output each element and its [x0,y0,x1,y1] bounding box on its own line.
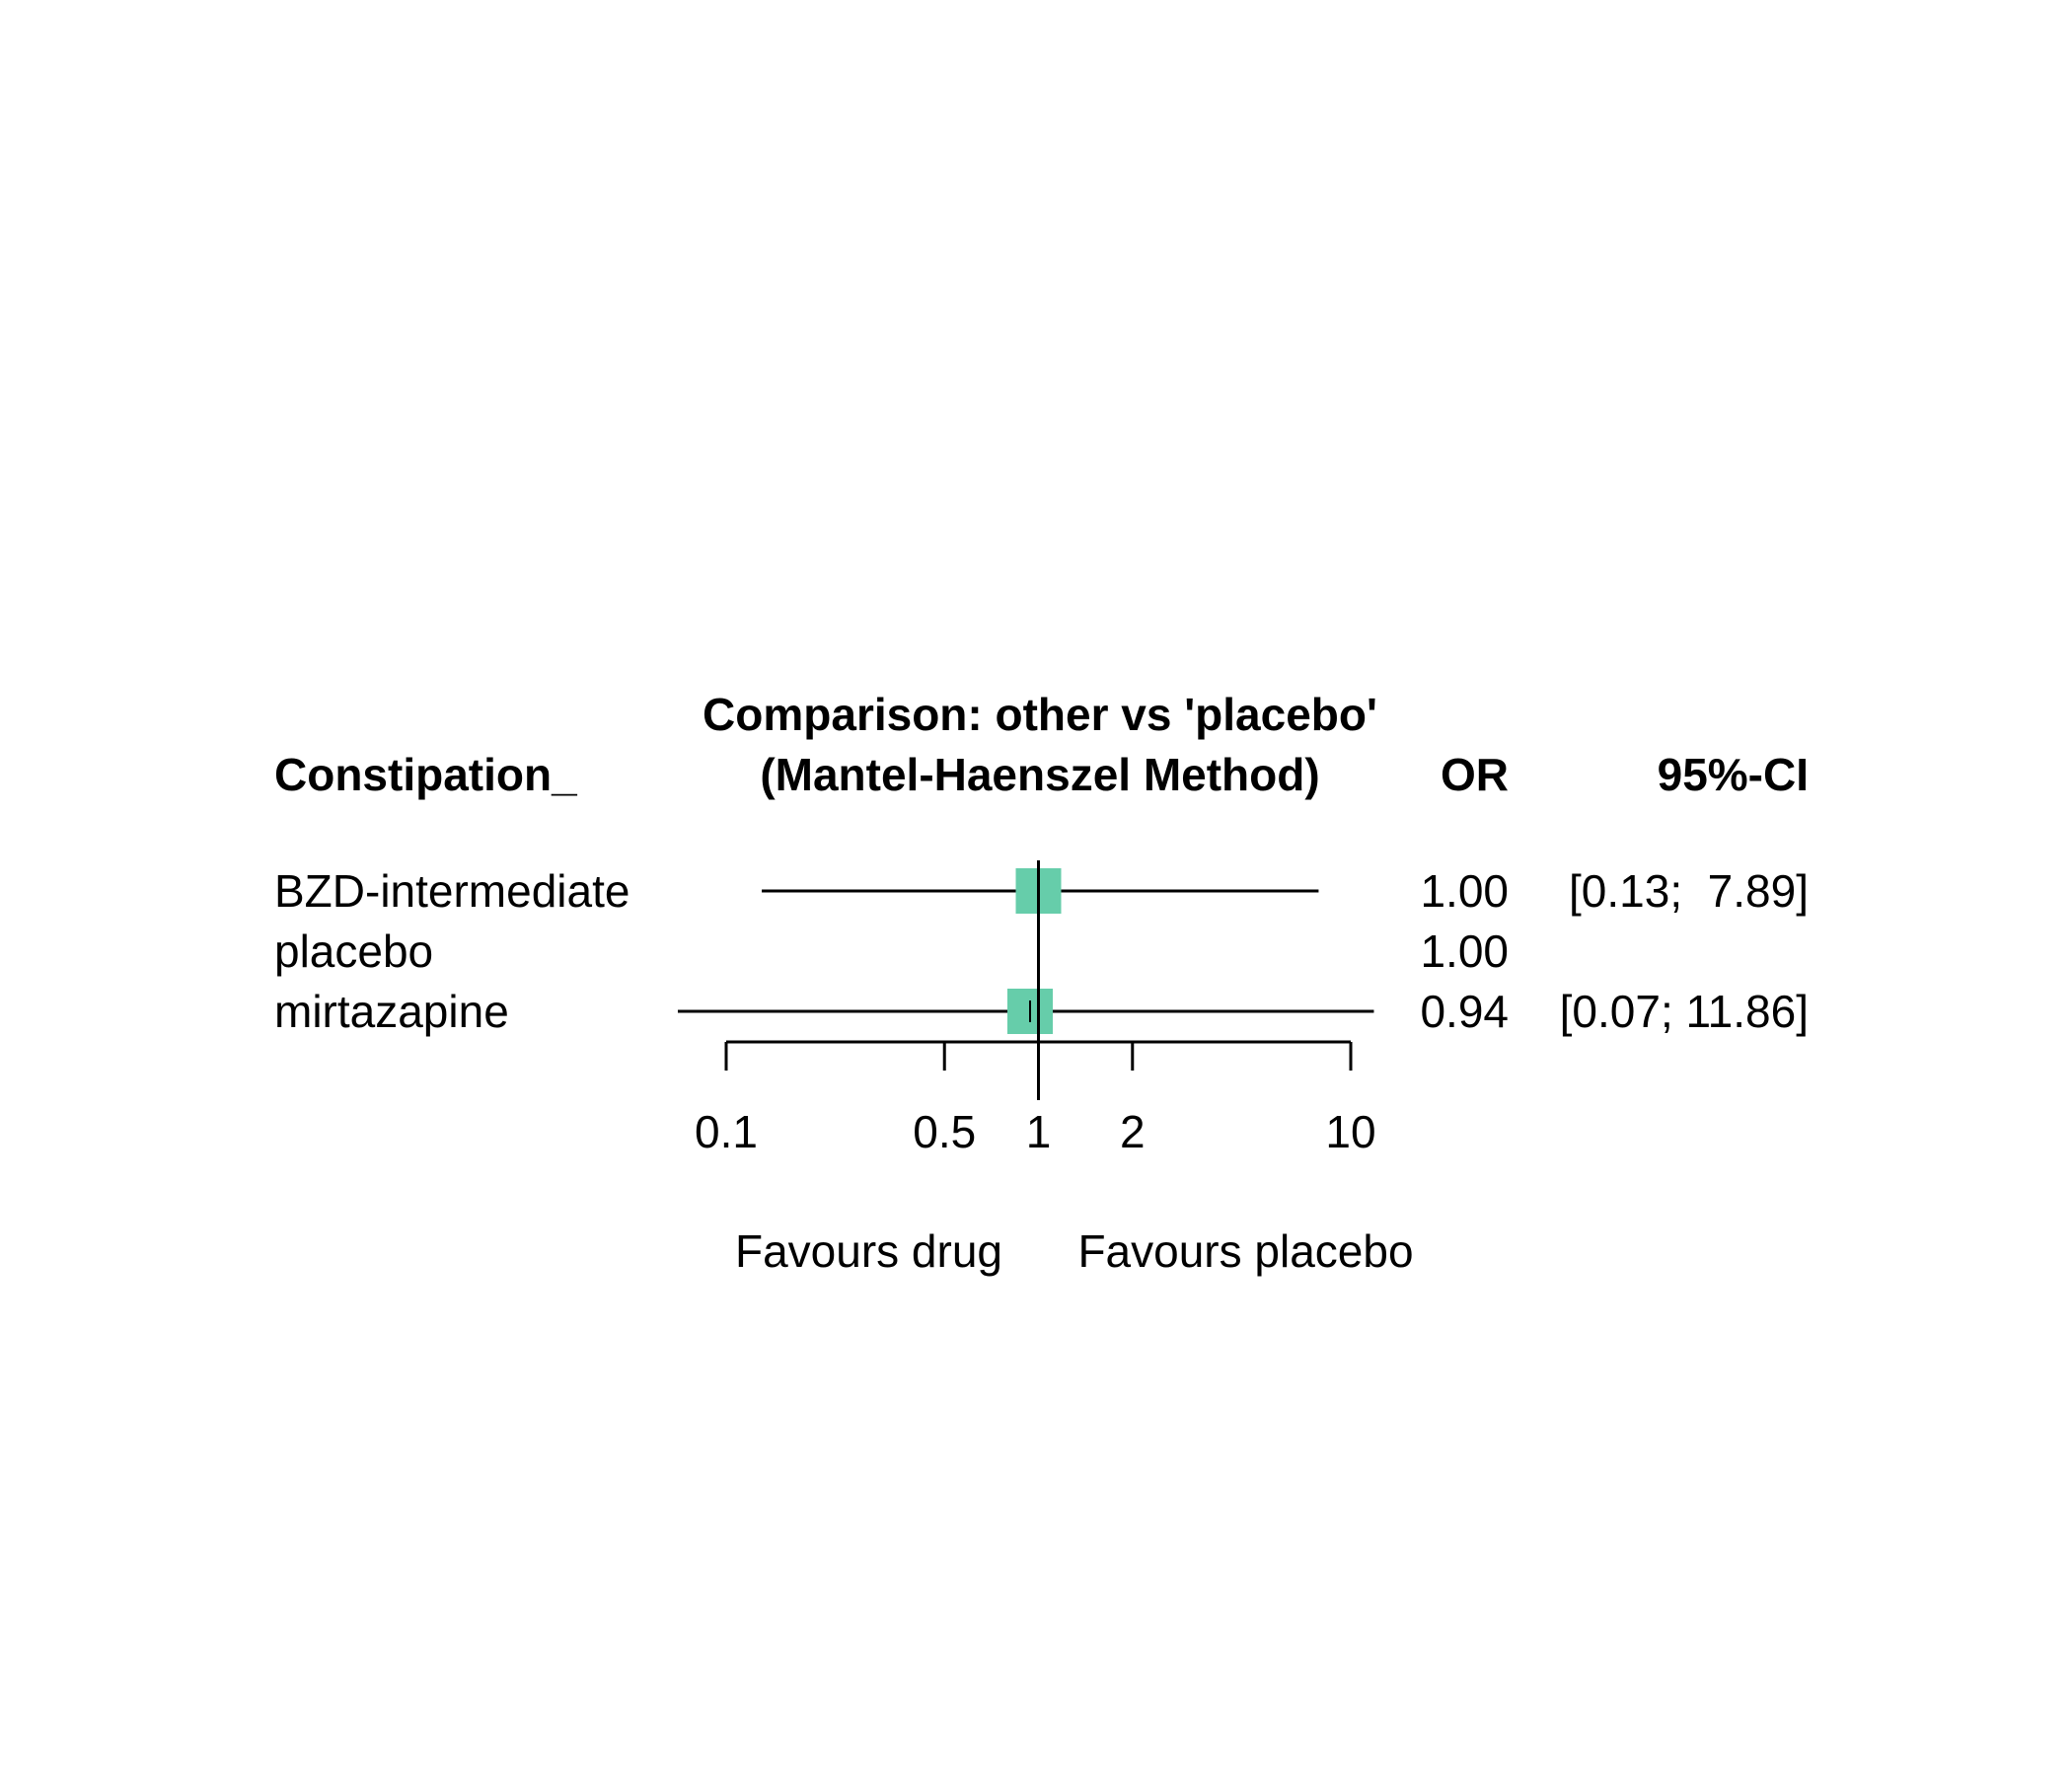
or-value: 1.00 [1420,865,1509,917]
study-label: BZD-intermediate [274,865,629,917]
x-tick-label: 2 [1120,1106,1146,1157]
or-value: 0.94 [1420,986,1509,1037]
ci-value: [0.07; 11.86] [1560,986,1809,1037]
study-row: mirtazapine 0.94 [0.07; 11.86] [274,986,1809,1037]
x-tick-label: 0.1 [695,1106,758,1157]
x-tick-label: 1 [1026,1106,1052,1157]
study-row: BZD-intermediate 1.00 [0.13; 7.89] [274,865,1809,917]
column-header-or: OR [1441,749,1509,800]
or-value: 1.00 [1420,925,1509,977]
study-row: placebo 1.00 [274,925,1509,977]
study-rows: BZD-intermediate 1.00 [0.13; 7.89] placebo 1… [274,865,1809,1037]
ci-value: [0.13; 7.89] [1569,865,1809,917]
x-axis: 0.1 0.5 1 2 10 [695,860,1376,1157]
favours-right-label: Favours placebo [1077,1225,1413,1277]
column-header-ci: 95%-CI [1658,749,1809,800]
x-tick-label: 0.5 [913,1106,976,1157]
chart-subtitle: (Mantel-Haenszel Method) [760,749,1319,800]
study-label: placebo [274,925,433,977]
study-label: mirtazapine [274,986,509,1037]
favours-left-label: Favours drug [735,1225,1002,1277]
chart-title: Comparison: other vs 'placebo' [703,689,1377,740]
x-tick-label: 10 [1325,1106,1375,1157]
column-header-study: Constipation_ [274,749,577,800]
